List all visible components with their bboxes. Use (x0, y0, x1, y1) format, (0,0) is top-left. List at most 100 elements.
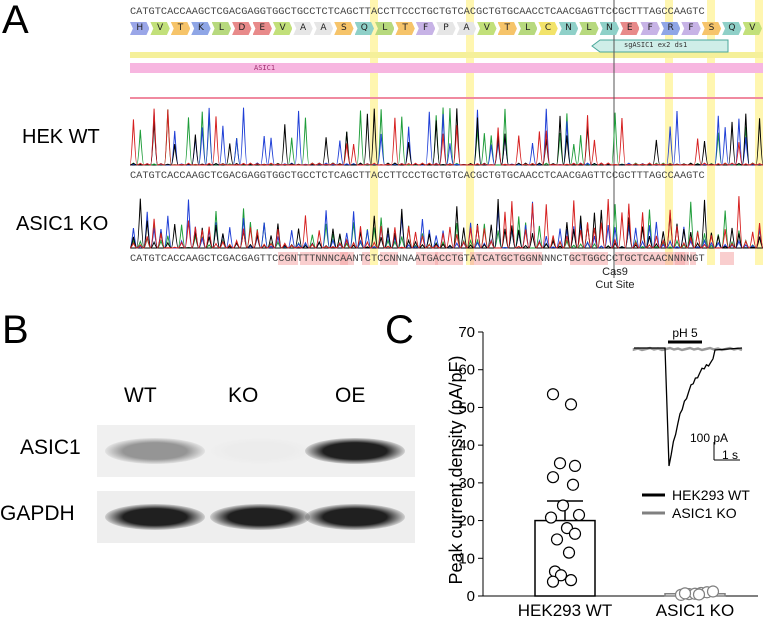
y-tick-label-10: 10 (458, 550, 475, 567)
ko-sequence: CATGTCACCAAGCTCGACGAGTTCCGNTTTNNNCAANTCT… (130, 253, 705, 265)
ko-mismatch-9 (615, 252, 685, 265)
band-bandsAsic1-0 (105, 438, 205, 464)
amino-acid-0: H (130, 22, 150, 35)
ko-mismatch-6 (435, 252, 463, 265)
data-point-0-1 (564, 398, 578, 411)
legend-label-1: ASIC1 KO (672, 505, 737, 521)
data-point-0-8 (544, 511, 558, 524)
data-point-0-10 (568, 527, 582, 540)
data-point-0-0 (546, 388, 560, 401)
data-point-1-6 (678, 587, 692, 600)
data-point-0-5 (566, 478, 580, 491)
lane-label-oe: OE (335, 384, 366, 407)
amino-acid-27: F (681, 22, 701, 35)
y-tick-label-30: 30 (458, 475, 475, 492)
track-label-ko: ASIC1 KO (16, 213, 109, 235)
panel-c-letter: C (385, 308, 414, 352)
amino-acid-12: L (375, 22, 395, 35)
amino-acid-23: N (599, 22, 620, 35)
panel-b-letter: B (2, 308, 29, 352)
amino-acid-19: L (517, 22, 538, 35)
amino-acid-24: E (620, 22, 640, 35)
amino-acid-11: Q (354, 22, 375, 35)
data-point-0-12 (562, 546, 576, 559)
data-point-1-7 (692, 588, 706, 601)
panel-a-letter: A (2, 0, 29, 42)
amino-acid-21: N (558, 22, 579, 35)
amino-acid-5: D (232, 22, 252, 35)
y-tick-label-20: 20 (458, 513, 475, 530)
lane-label-wt: WT (124, 384, 157, 407)
amino-acid-30: V (742, 22, 762, 35)
amino-acid-28: S (701, 22, 722, 35)
cut-site-label-line2: Cut Site (595, 279, 635, 291)
amino-acid-1: V (150, 22, 170, 35)
data-point-0-6 (556, 499, 570, 512)
y-tick-label-60: 60 (458, 362, 475, 379)
data-point-0-15 (564, 574, 578, 587)
cut-site-label: Cas9 Cut Site (580, 266, 650, 292)
amino-acid-15: P (436, 22, 456, 35)
amino-acid-14: F (415, 22, 436, 35)
amino-acid-13: T (395, 22, 415, 35)
wt-sequence: CATGTCACCAAGCTCGACGAGGTGGCTGCCTCTCAGCTTA… (130, 170, 705, 182)
data-point-0-7 (572, 508, 586, 522)
band-bandsGapdh-1 (210, 504, 310, 530)
scale-label-current: 100 pA (690, 431, 728, 445)
band-bandsAsic1-1 (210, 438, 310, 464)
inset-wt-trace (634, 347, 743, 467)
peak-current-chart: 0 10 20 30 40 50 60 70 HEK293 WT ASIC1 KO Peak c… (446, 324, 758, 620)
ko-mismatch-0 (278, 252, 298, 265)
ko-mismatch-5 (416, 252, 438, 265)
scale-label-time: 1 s (722, 448, 738, 462)
ko-mismatch-7 (470, 252, 542, 265)
band-bandsAsic1-2 (305, 438, 405, 464)
gene-label: ASIC1 (254, 64, 276, 72)
amino-acid-8: A (293, 22, 313, 35)
x-tick-label-1: ASIC1 KO (656, 601, 734, 620)
amino-acid-6: E (252, 22, 272, 35)
guide-label: sgASIC1 ex2 ds1 (624, 41, 688, 49)
amino-acid-3: K (191, 22, 211, 35)
data-point-0-3 (568, 459, 582, 472)
ko-mismatch-12 (720, 252, 734, 265)
data-point-0-4 (546, 471, 560, 484)
y-tick-label-40: 40 (458, 437, 475, 454)
data-point-0-16 (546, 575, 560, 588)
stimulus-label: pH 5 (672, 326, 698, 340)
trace-traceWT-3 (130, 108, 763, 166)
amino-acid-16: A (456, 22, 477, 35)
track-label-wt: HEK WT (22, 126, 100, 148)
row-label-asic1: ASIC1 (20, 436, 81, 459)
reference-sequence: CATGTCACCAAGCTCGACGAGGTGGCTGCCTCTCAGCTTA… (130, 6, 705, 18)
amino-acid-18: T (497, 22, 517, 35)
lane-label-ko: KO (228, 384, 259, 407)
current-trace-inset: pH 5 100 pA 1 s (632, 326, 743, 467)
chromatogram-viewer (130, 0, 763, 300)
amino-acid-9: A (313, 22, 334, 35)
trace-traceKO-3 (130, 196, 763, 249)
data-point-0-2 (553, 457, 567, 470)
data-point-0-14 (554, 569, 568, 582)
band-bandsGapdh-2 (305, 504, 405, 530)
amino-acid-10: S (334, 22, 354, 35)
wt-trace (130, 107, 763, 166)
row-label-gapdh: GAPDH (0, 502, 75, 525)
ko-mismatch-11 (690, 252, 696, 265)
amino-acid-4: L (211, 22, 232, 35)
ko-trace (130, 196, 763, 249)
ko-mismatch-4 (380, 252, 398, 265)
ko-mismatch-10 (675, 252, 689, 265)
y-tick-label-50: 50 (458, 399, 475, 416)
western-blot: WT KO OE ASIC1 GAPDH (0, 370, 420, 550)
amino-acid-25: F (640, 22, 660, 35)
amino-acid-2: T (170, 22, 191, 35)
cut-site-label-line1: Cas9 (602, 266, 628, 278)
y-tick-label-70: 70 (458, 324, 475, 341)
data-point-1-5 (706, 585, 720, 598)
amino-acid-20: C (538, 22, 558, 35)
legend-label-0: HEK293 WT (672, 487, 750, 503)
band-bandsGapdh-0 (105, 504, 205, 530)
amino-acid-26: R (660, 22, 681, 35)
